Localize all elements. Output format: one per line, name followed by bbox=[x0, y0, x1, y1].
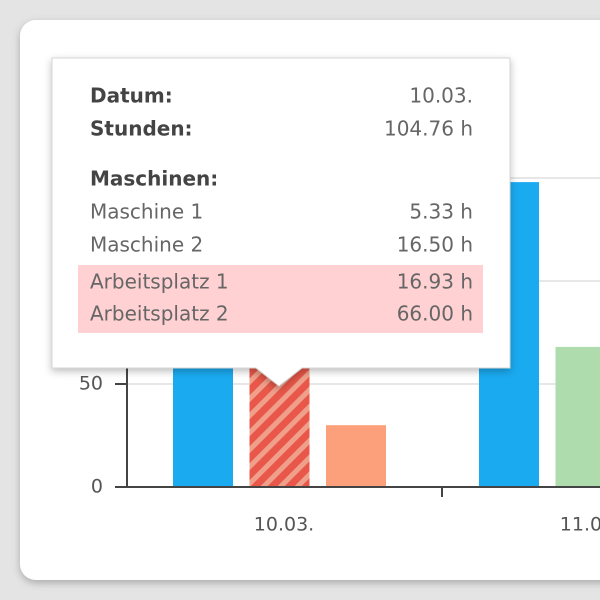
x-tick-label: 11.03. bbox=[560, 514, 600, 536]
row-label: Datum: bbox=[90, 84, 173, 108]
row-label: Arbeitsplatz 2 bbox=[90, 302, 229, 326]
row-value: 16.93 h bbox=[397, 270, 473, 294]
x-tick-label: 10.03. bbox=[254, 514, 314, 536]
row-value: 16.50 h bbox=[397, 233, 473, 257]
row-label: Arbeitsplatz 1 bbox=[90, 270, 229, 294]
y-tick-label: 50 bbox=[79, 373, 103, 395]
row-value: 10.03. bbox=[409, 84, 473, 108]
row-highlight bbox=[78, 265, 483, 301]
row-label: Stunden: bbox=[90, 117, 193, 141]
row-label: Maschine 1 bbox=[90, 200, 203, 224]
row-value: 66.00 h bbox=[397, 302, 473, 326]
tooltip: Datum: 10.03. Stunden: 104.76 h Maschinen: Ma… bbox=[51, 57, 511, 387]
row-label: Maschine 2 bbox=[90, 233, 203, 257]
y-tick-label: 0 bbox=[91, 476, 103, 498]
bar bbox=[555, 346, 600, 487]
row-highlight bbox=[78, 297, 483, 333]
row-value: 5.33 h bbox=[409, 200, 473, 224]
row-value: 104.76 h bbox=[384, 117, 473, 141]
row-label: Maschinen: bbox=[90, 167, 218, 191]
bar bbox=[326, 425, 386, 487]
